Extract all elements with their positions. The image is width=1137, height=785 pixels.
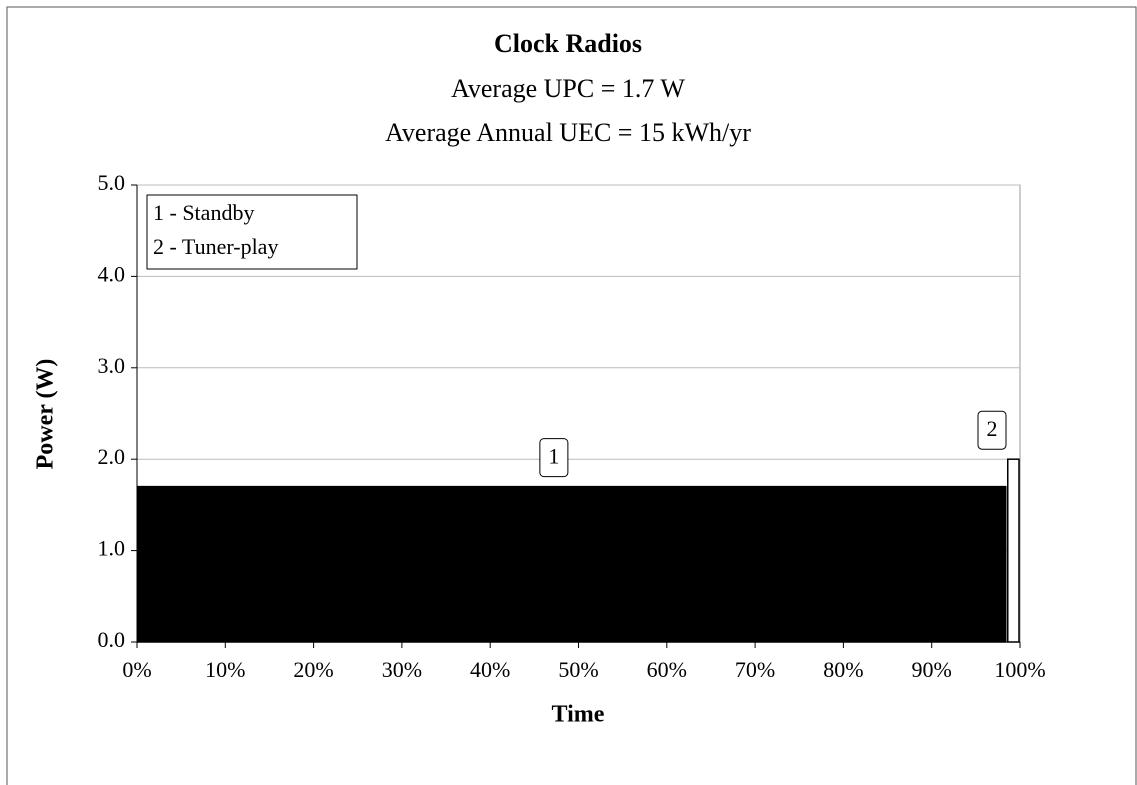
subtitle: Average UPC = 1.7 W xyxy=(451,74,685,103)
x-axis-label: Time xyxy=(552,702,605,728)
y-tick-label: 2.0 xyxy=(98,444,126,469)
bar-label: 2 xyxy=(987,416,998,441)
x-tick-label: 90% xyxy=(912,657,952,682)
y-axis-label: Power (W) xyxy=(33,359,59,470)
bar-label: 1 xyxy=(548,444,559,469)
legend-entry: 1 - Standby xyxy=(153,200,254,225)
x-tick-label: 60% xyxy=(647,657,687,682)
legend-box xyxy=(146,194,358,270)
y-tick-label: 1.0 xyxy=(98,536,126,561)
x-tick-label: 30% xyxy=(382,657,422,682)
bar-label-box xyxy=(977,410,1007,450)
x-tick-label: 80% xyxy=(823,657,863,682)
y-tick-label: 3.0 xyxy=(98,353,126,378)
y-tick-label: 4.0 xyxy=(98,261,126,286)
bar xyxy=(1007,458,1020,643)
x-tick-label: 40% xyxy=(470,657,510,682)
y-tick-label: 0.0 xyxy=(98,627,126,652)
x-tick-label: 50% xyxy=(558,657,598,682)
x-tick-label: 0% xyxy=(122,657,151,682)
legend-entry: 2 - Tuner-play xyxy=(153,234,278,259)
y-tick-label: 5.0 xyxy=(98,170,126,195)
x-tick-label: 20% xyxy=(293,657,333,682)
bar-label-box xyxy=(539,438,569,478)
x-tick-label: 70% xyxy=(735,657,775,682)
x-tick-label: 100% xyxy=(994,657,1045,682)
x-tick-label: 10% xyxy=(205,657,245,682)
subtitle: Average Annual UEC = 15 kWh/yr xyxy=(385,118,751,147)
chart-title: Clock Radios xyxy=(494,29,642,58)
bar xyxy=(137,485,1007,643)
